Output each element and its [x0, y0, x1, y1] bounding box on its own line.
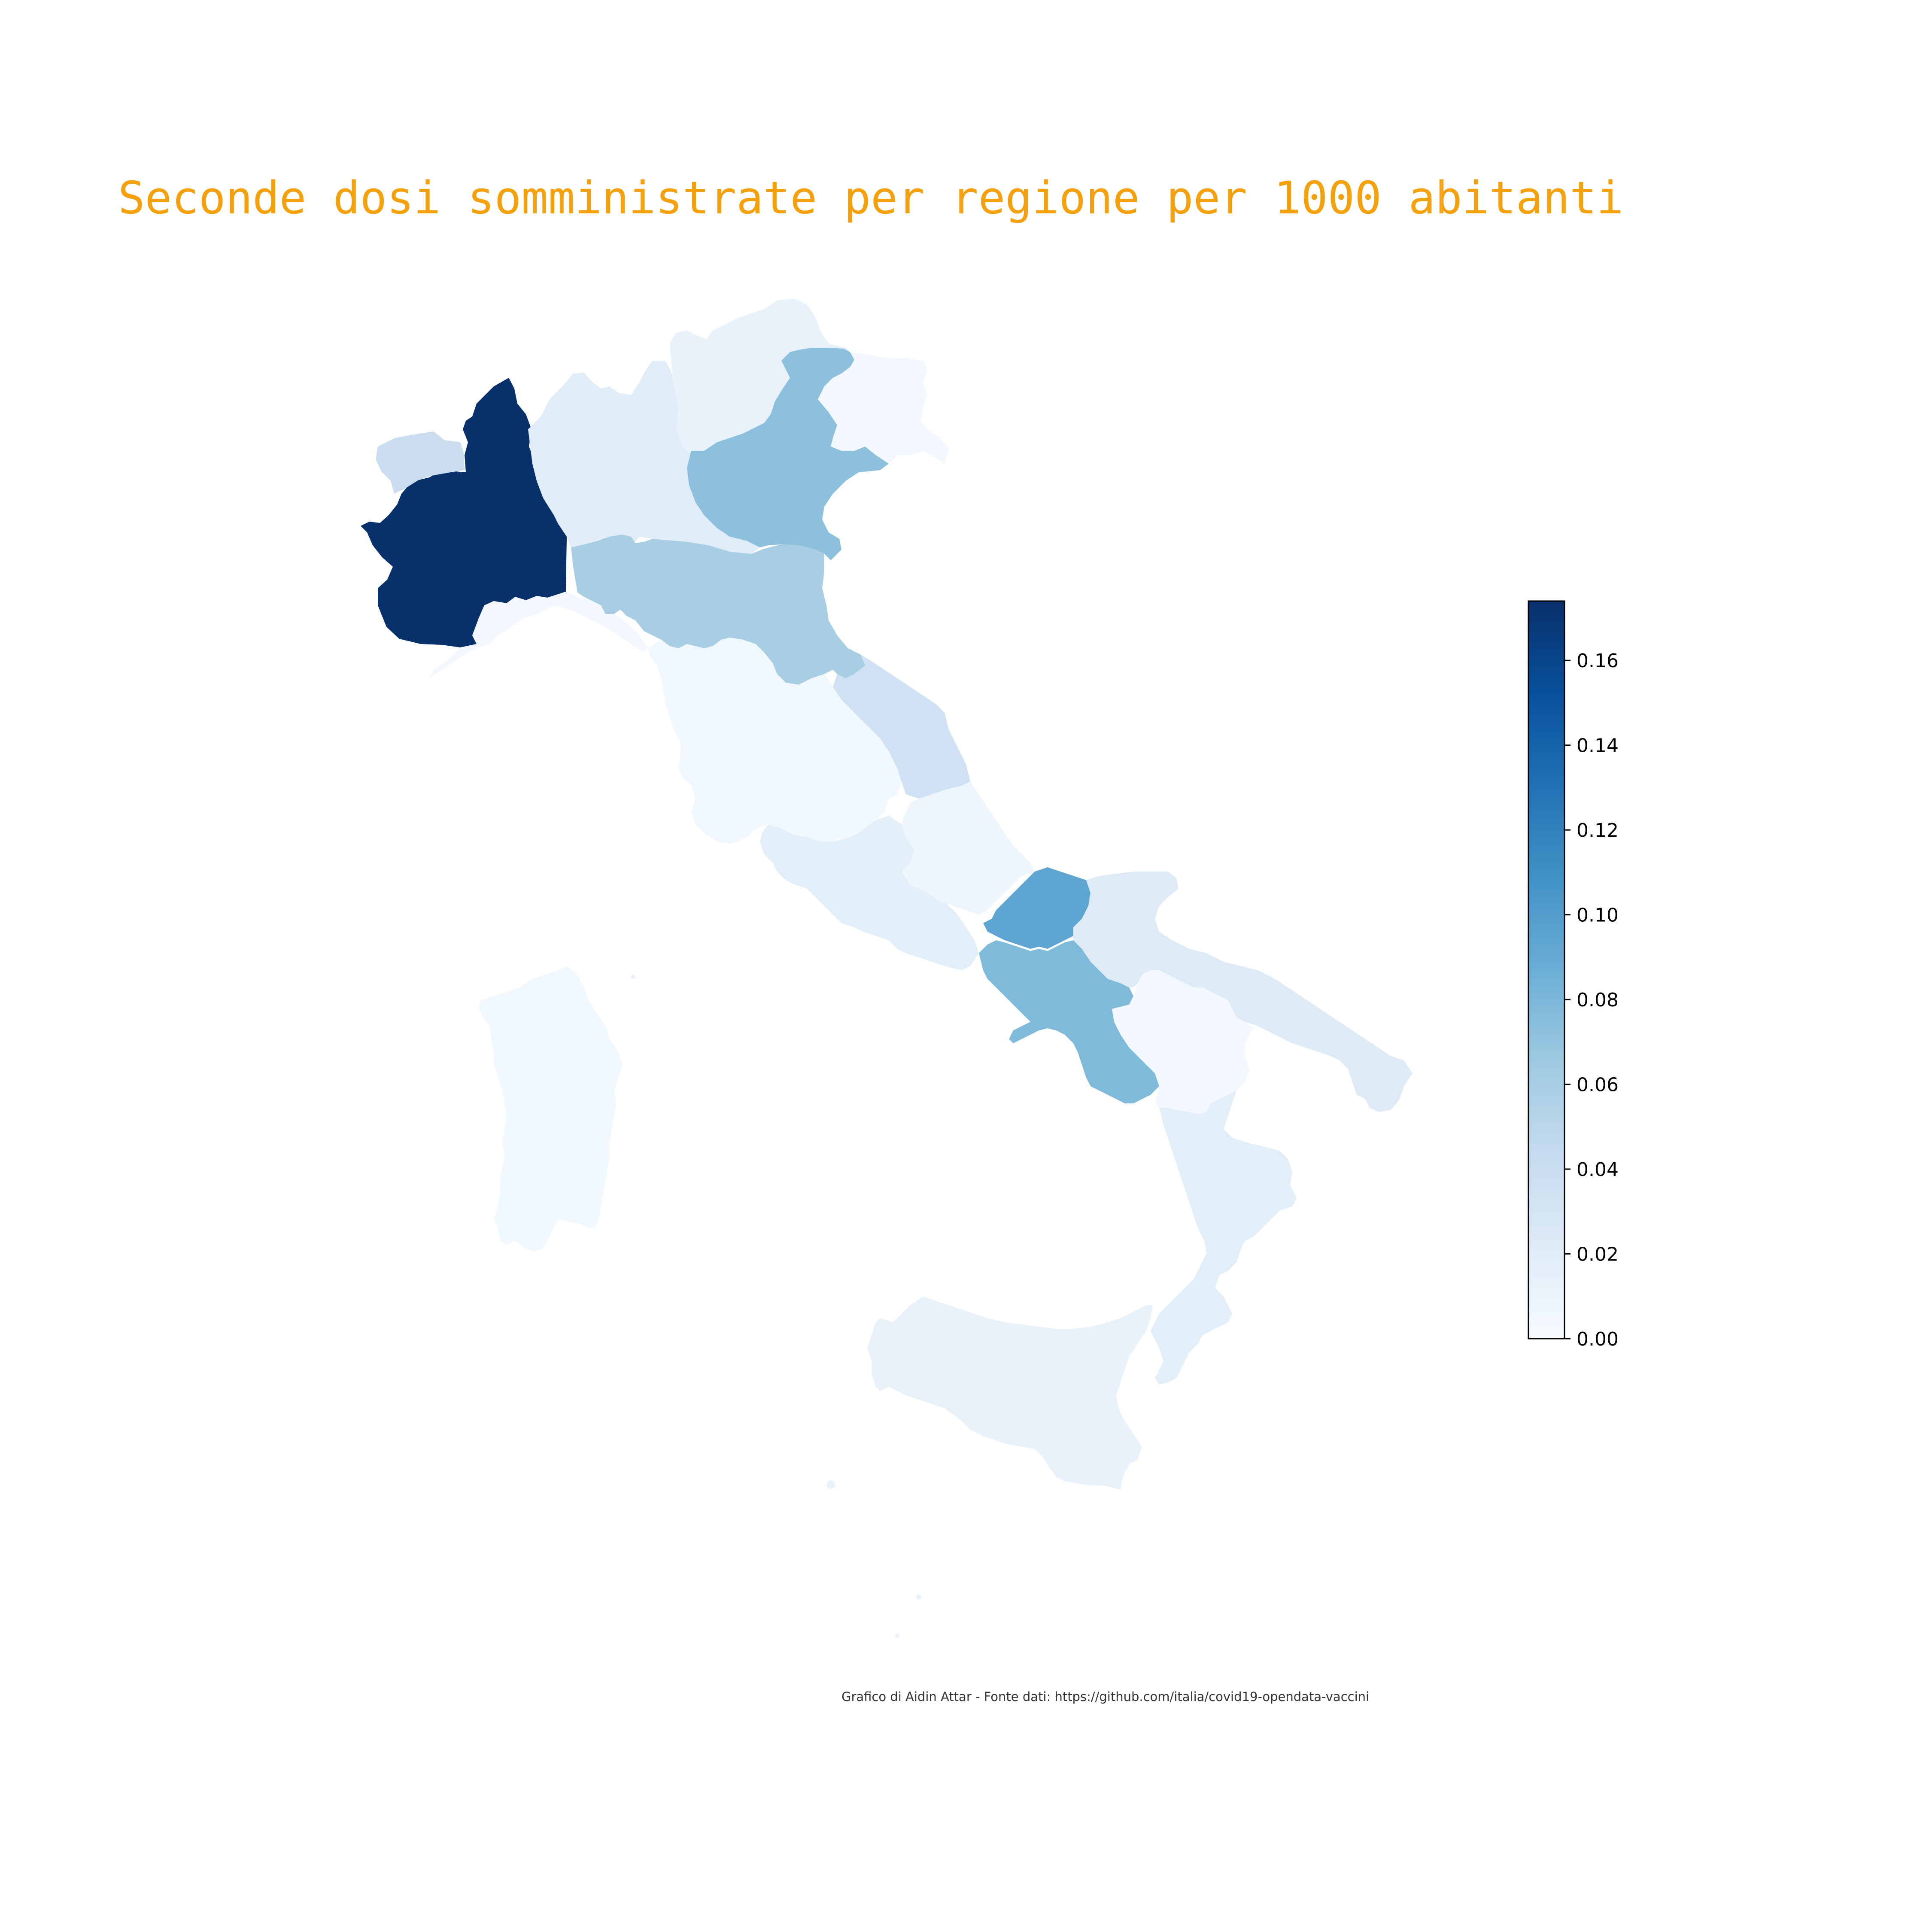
map-title: Seconde dosi somministrate per regione p…	[118, 172, 1624, 224]
colorbar-tick-label: 0.10	[1577, 905, 1619, 927]
region-trentino-alto-adige	[670, 298, 850, 455]
region-abruzzo	[902, 781, 1035, 914]
region-molise	[983, 867, 1091, 949]
colorbar-tick-label: 0.08	[1577, 989, 1619, 1011]
region-calabria	[1151, 1091, 1297, 1385]
region-marche	[833, 655, 970, 799]
region-umbria	[790, 674, 902, 839]
region-puglia	[1073, 872, 1413, 1112]
colorbar-tick-label: 0.02	[1577, 1244, 1619, 1266]
minor-island	[631, 975, 635, 979]
minor-island	[895, 1634, 899, 1638]
colorbar-tick-label: 0.14	[1577, 735, 1619, 757]
source-credit: Grafico di Aidin Attar - Fonte dati: htt…	[841, 1689, 1370, 1704]
region-lombardia	[528, 361, 760, 554]
region-emilia-romagna	[571, 535, 865, 685]
region-sardegna	[479, 966, 623, 1252]
colorbar-tick-label: 0.00	[1577, 1328, 1619, 1350]
colorbar-tick-label: 0.06	[1577, 1074, 1619, 1096]
minor-island	[826, 1480, 835, 1489]
colorbar-tick-label: 0.16	[1577, 650, 1619, 672]
region-valle-d-aosta	[376, 431, 465, 494]
colorbar: 0.00 0.02 0.04 0.06 0.08 0.10 0.12 0.14 0.16	[1528, 600, 1619, 1350]
region-liguria	[429, 592, 648, 678]
region-friuli-venezia-giulia	[818, 352, 949, 464]
region-lazio	[760, 816, 979, 970]
region-sicilia	[867, 1297, 1153, 1490]
region-veneto	[687, 348, 889, 560]
region-piemonte	[361, 378, 567, 647]
colorbar-tick-label: 0.12	[1577, 820, 1619, 841]
region-basilicata	[1112, 970, 1254, 1114]
minor-island	[916, 1595, 921, 1600]
colorbar-tick-label: 0.04	[1577, 1159, 1619, 1181]
colorbar-scale	[1528, 600, 1565, 1340]
